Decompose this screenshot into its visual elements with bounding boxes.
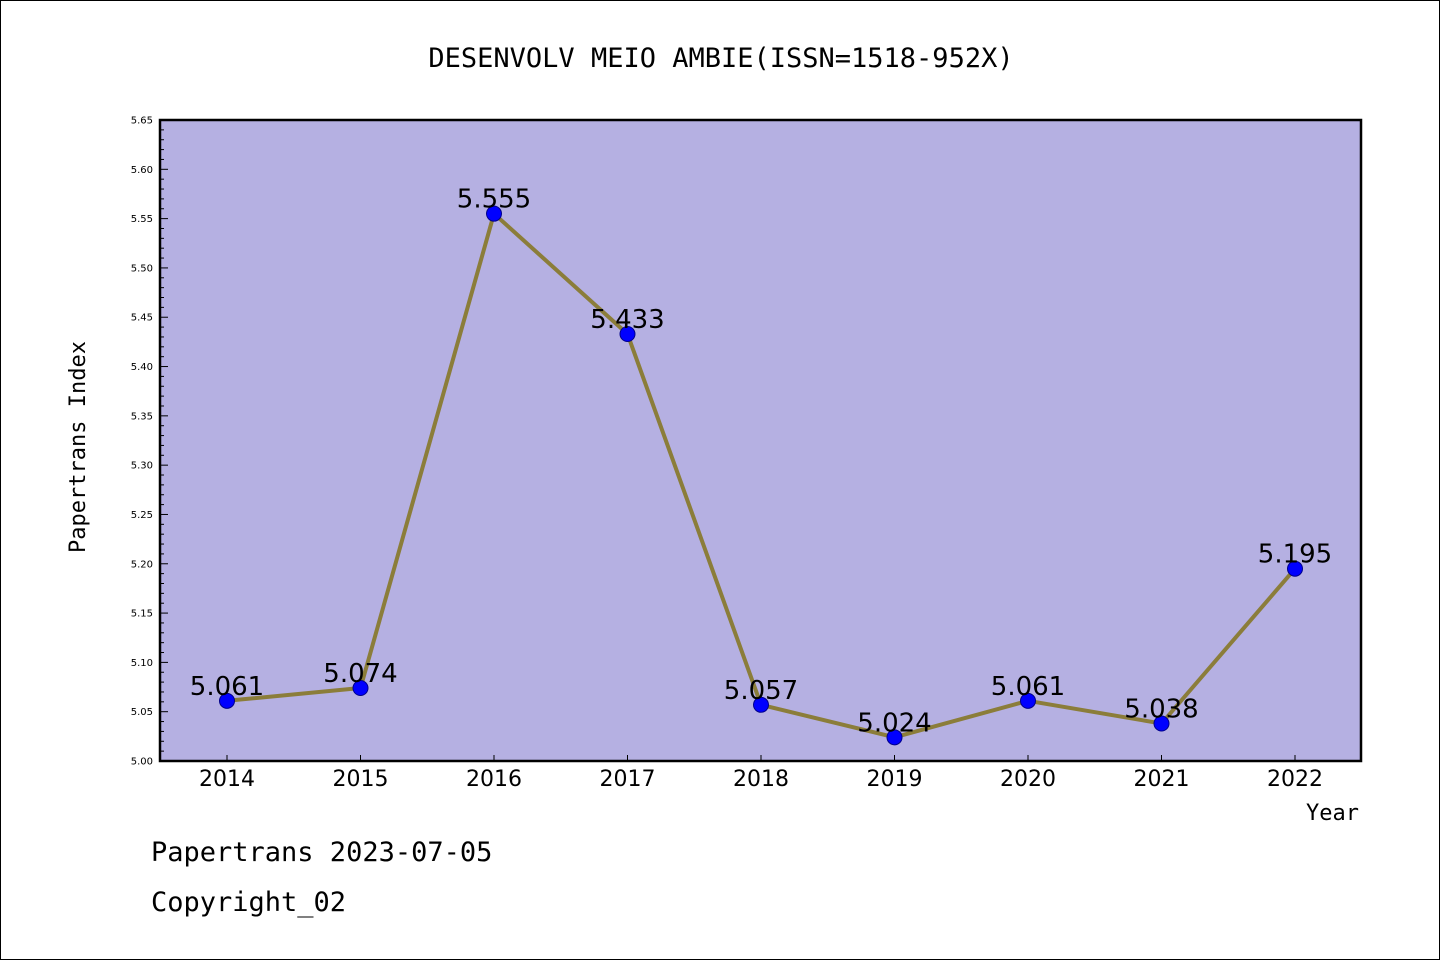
data-label: 5.074 (323, 659, 397, 689)
data-labels: 5.061 5.074 5.555 5.433 5.057 5.024 5.061 5.038… (190, 185, 1332, 739)
y-tick-label: 5.60 (131, 165, 153, 176)
y-tick-label: 5.45 (131, 313, 153, 324)
data-label: 5.024 (857, 708, 931, 738)
data-point (753, 696, 769, 713)
data-point (352, 680, 369, 697)
x-tick-label: 2019 (867, 767, 923, 792)
data-point (1287, 560, 1303, 577)
x-tick-label: 2018 (733, 767, 789, 792)
data-point (219, 692, 235, 709)
y-tick-label: 5.65 (131, 116, 153, 127)
x-axis: 2014 2015 2016 2017 2018 2019 2020 2021 2022 (199, 755, 1323, 792)
y-tick-label: 5.55 (131, 214, 153, 225)
data-label: 5.555 (457, 185, 531, 215)
y-tick-label: 5.40 (131, 362, 153, 373)
x-tick-label: 2014 (199, 767, 255, 792)
chart-title: DESENVOLV MEIO AMBIE(ISSN=1518-952X) (428, 43, 1013, 74)
data-points (219, 205, 1303, 746)
y-axis: 5.00 5.05 5.10 5.15 5.20 5.25 5.30 5.35 5.40 5.45… (131, 116, 153, 768)
data-label: 5.061 (190, 672, 264, 702)
y-tick-label: 5.35 (131, 411, 153, 422)
y-tick-label: 5.30 (131, 461, 153, 472)
data-point (886, 729, 903, 746)
x-axis-label: Year (1306, 801, 1359, 826)
x-tick-label: 2016 (466, 767, 522, 792)
y-tick-label: 5.05 (131, 707, 153, 718)
y-tick-label: 5.10 (131, 658, 153, 669)
data-point (1153, 715, 1170, 732)
data-point (1020, 692, 1036, 709)
footer-date: Papertrans 2023-07-05 (151, 837, 493, 868)
data-label: 5.195 (1258, 540, 1332, 570)
data-label: 5.433 (590, 305, 664, 335)
data-point (486, 205, 502, 222)
data-label: 5.061 (991, 672, 1065, 702)
data-label: 5.057 (724, 676, 798, 706)
x-tick-label: 2022 (1267, 767, 1323, 792)
y-axis-label: Papertrans Index (66, 341, 91, 553)
plot-border (158, 118, 1363, 763)
x-tick-label: 2020 (1000, 767, 1056, 792)
x-tick-label: 2015 (333, 767, 389, 792)
plot-area (160, 120, 1361, 761)
y-tick-label: 5.20 (131, 559, 153, 570)
y-tick-label: 5.15 (131, 609, 153, 620)
data-label: 5.038 (1124, 695, 1198, 725)
data-point (619, 325, 636, 342)
x-tick-label: 2021 (1134, 767, 1190, 792)
y-tick-label: 5.50 (131, 263, 153, 274)
y-tick-label: 5.25 (131, 510, 153, 521)
y-tick-label: 5.00 (131, 757, 153, 768)
footer-copyright: Copyright_02 (151, 887, 347, 918)
x-tick-label: 2017 (600, 767, 656, 792)
